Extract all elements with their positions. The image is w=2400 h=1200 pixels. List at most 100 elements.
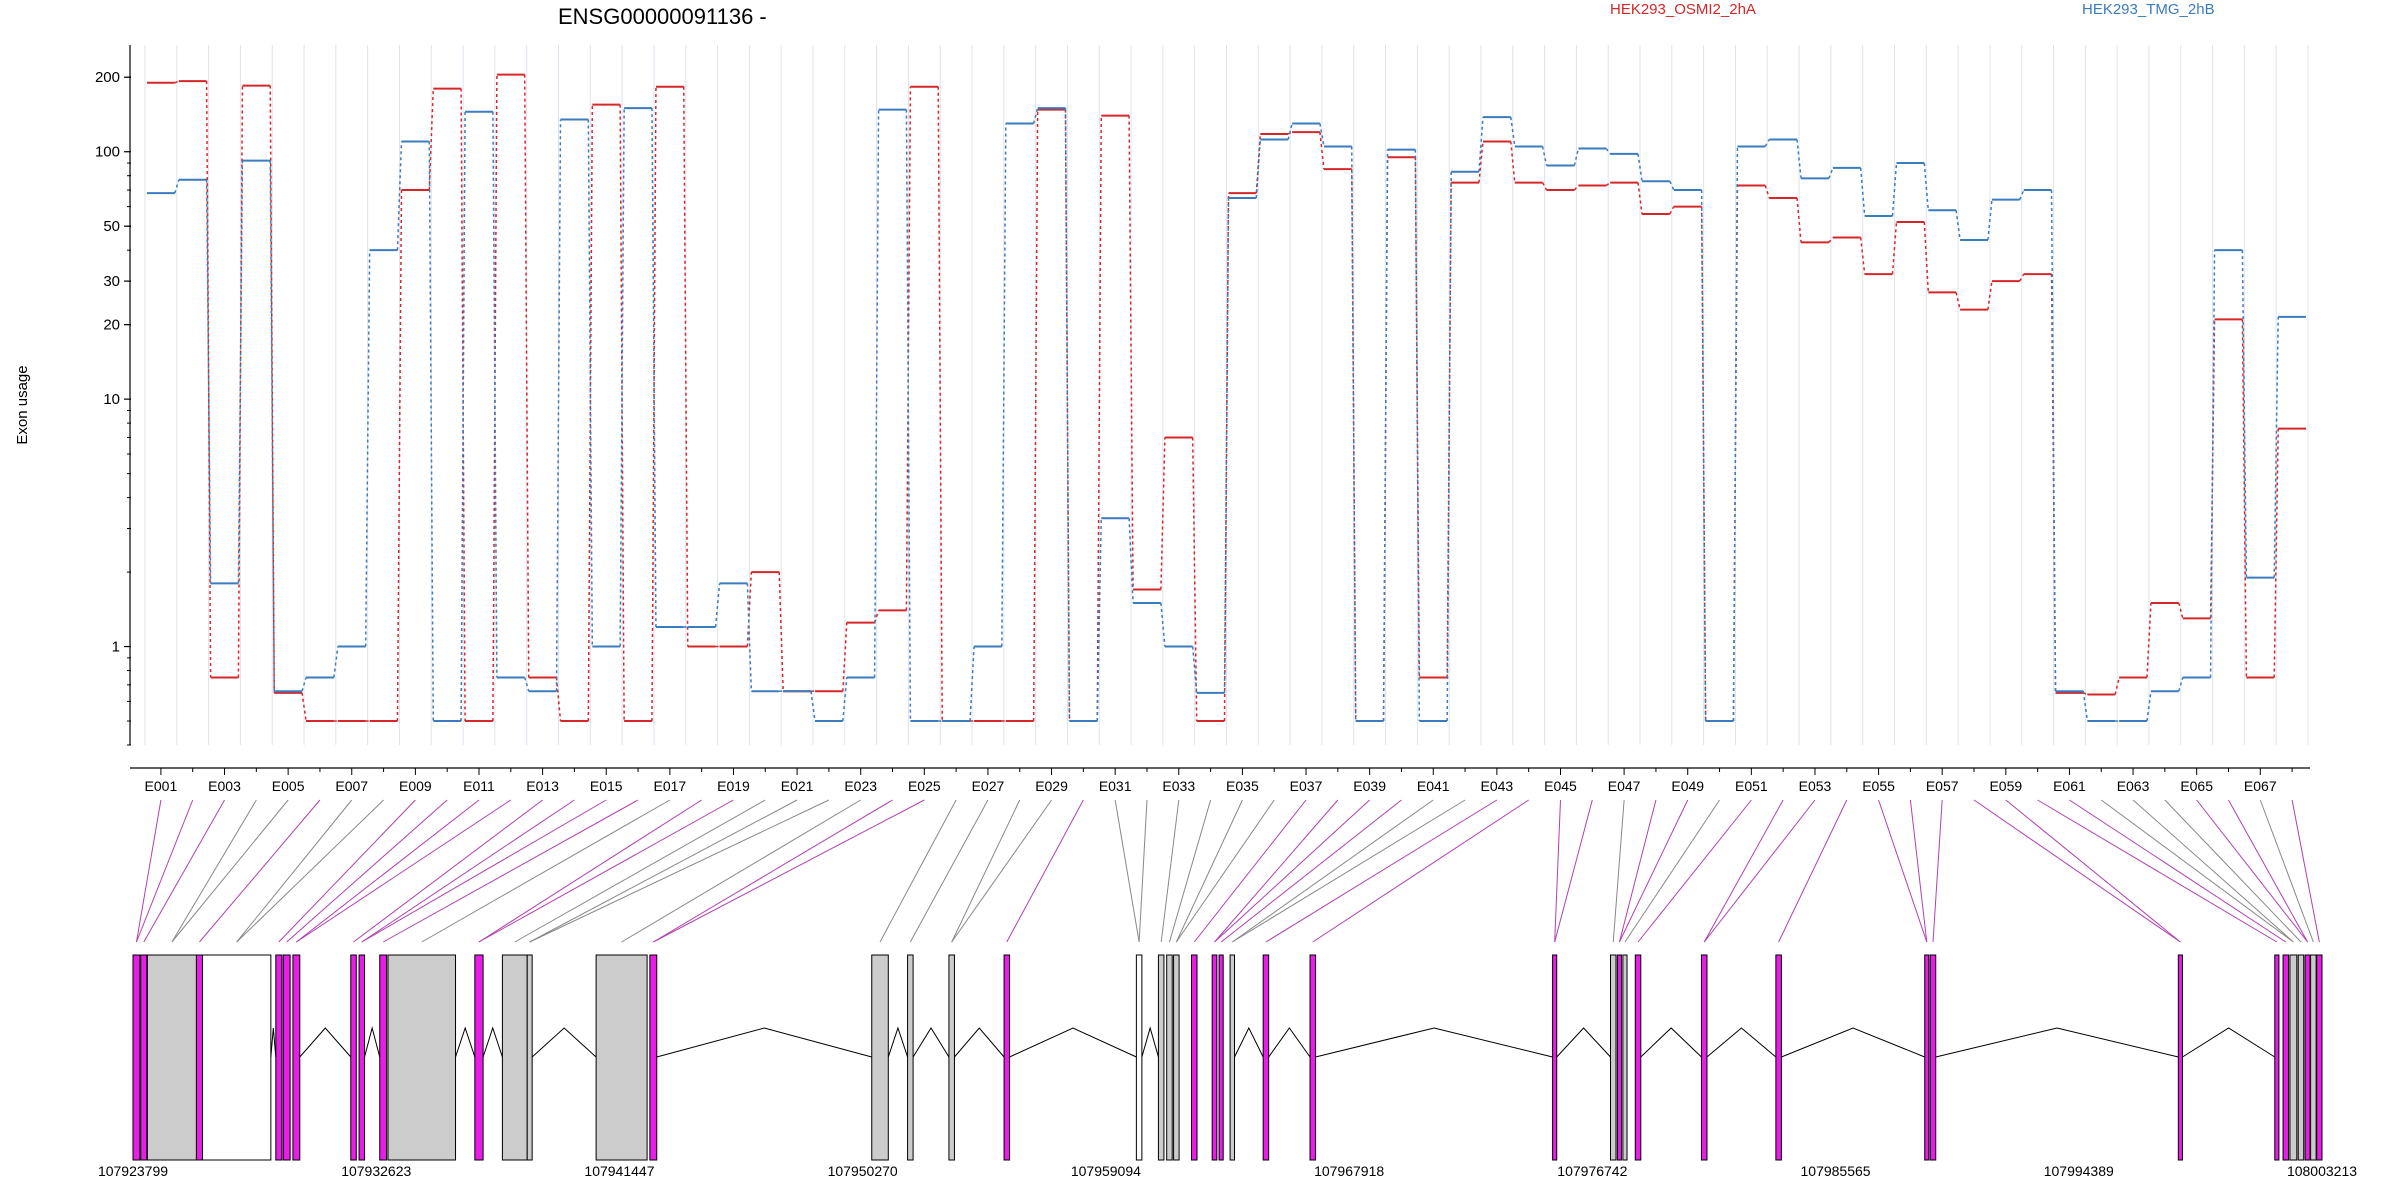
intron-line bbox=[1009, 1027, 1137, 1058]
exon-level-connector bbox=[619, 104, 625, 722]
exon-block bbox=[1622, 954, 1628, 1161]
exon-level-connector bbox=[1605, 182, 1611, 187]
intron-line bbox=[299, 1027, 352, 1058]
exon-level-connector bbox=[1859, 237, 1866, 275]
exon-block bbox=[595, 954, 648, 1161]
x-tick-label: E067 bbox=[2244, 778, 2277, 794]
exon-block bbox=[1157, 954, 1165, 1161]
exon-connector-line bbox=[1114, 799, 1140, 943]
exon-connector-line bbox=[1778, 799, 1848, 943]
exon-connector-line bbox=[296, 799, 512, 943]
exon-level-connector bbox=[1446, 171, 1452, 722]
exon-connector-line bbox=[909, 799, 989, 943]
exon-connector-line bbox=[286, 799, 448, 943]
exon-connector-line bbox=[382, 799, 639, 943]
exon-connector-line bbox=[199, 799, 321, 943]
exon-connector-line bbox=[1932, 799, 1943, 943]
x-tick-label: E043 bbox=[1481, 778, 1514, 794]
intron-line bbox=[1706, 1027, 1777, 1058]
exon-level-connector bbox=[1128, 518, 1134, 604]
exon-level-connector bbox=[1191, 646, 1198, 693]
exon-block bbox=[526, 954, 533, 1161]
exon-level-connector bbox=[1605, 148, 1611, 155]
x-tick-label: E039 bbox=[1353, 778, 1386, 794]
intron-line bbox=[455, 1026, 476, 1058]
exon-connector-line bbox=[236, 799, 353, 943]
y-ticks: 1 10 20 30 50 100 200 bbox=[95, 69, 131, 746]
exon-block bbox=[649, 954, 658, 1161]
exon-block bbox=[1003, 954, 1011, 1161]
exon-connector-line bbox=[2037, 799, 2278, 943]
legend-series-a: HEK293_OSMI2_2hA bbox=[1610, 1, 1756, 18]
exon-level-connector bbox=[2082, 691, 2089, 722]
x-tick-label: E029 bbox=[1035, 778, 1068, 794]
exon-level-connector bbox=[428, 141, 435, 722]
gene-model bbox=[132, 954, 2323, 1161]
exon-connector-line bbox=[2228, 799, 2309, 943]
exon-level-connector bbox=[1764, 185, 1770, 199]
exon-level-connector bbox=[2146, 602, 2152, 678]
genomic-coordinate-ticks: 107923799 107932623 107941447 107950270 1079… bbox=[98, 1163, 2357, 1179]
exon-connector-line bbox=[143, 799, 225, 943]
exon-level-connector bbox=[237, 85, 244, 678]
exon-block bbox=[1262, 954, 1270, 1161]
exon-connector-line bbox=[1006, 799, 1084, 943]
exon-connector-line bbox=[1175, 799, 1275, 943]
exon-block bbox=[1211, 954, 1218, 1161]
exon-block bbox=[1929, 954, 1937, 1161]
x-tick-label: E025 bbox=[908, 778, 941, 794]
exon-connector-line bbox=[1612, 799, 1625, 943]
exon-level-connector bbox=[269, 160, 275, 692]
exon-level-connector bbox=[1637, 153, 1643, 182]
intron-line bbox=[364, 1026, 381, 1058]
exon-level-connector bbox=[523, 677, 530, 692]
exon-connector-line bbox=[353, 799, 543, 943]
y-tick-label: 200 bbox=[95, 69, 120, 86]
x-tick-label: E007 bbox=[335, 778, 368, 794]
exon-connector-line bbox=[653, 799, 893, 943]
y-tick-label: 30 bbox=[103, 273, 120, 290]
exon-level-connector bbox=[1510, 141, 1516, 183]
chart-title: ENSG00000091136 - bbox=[558, 4, 767, 29]
exon-block bbox=[1634, 954, 1642, 1161]
exon-level-connector bbox=[1923, 162, 1930, 211]
exon-connector-line bbox=[2069, 799, 2287, 943]
exon-block bbox=[871, 954, 889, 1161]
exon-level-connector bbox=[1223, 193, 1230, 722]
y-tick-label: 10 bbox=[103, 391, 120, 408]
exon-connector-line bbox=[529, 799, 798, 943]
exon-block bbox=[474, 954, 484, 1161]
exon-block bbox=[387, 954, 457, 1161]
x-tick-label: E063 bbox=[2117, 778, 2150, 794]
exon-level-connector bbox=[2241, 250, 2248, 578]
exon-level-connector bbox=[2209, 250, 2216, 678]
exon-block bbox=[1191, 954, 1198, 1161]
exon-block bbox=[275, 954, 283, 1161]
exon-level-connector bbox=[1955, 292, 1961, 310]
genomic-coordinate-label: 107976742 bbox=[1557, 1163, 1627, 1179]
genomic-coordinate-label: 107985565 bbox=[1801, 1163, 1871, 1179]
x-tick-label: E009 bbox=[399, 778, 432, 794]
exon-level-connector bbox=[396, 141, 403, 251]
intron-line bbox=[2182, 1027, 2276, 1058]
x-tick-label: E051 bbox=[1735, 778, 1768, 794]
exon-level-connector bbox=[1160, 602, 1166, 647]
exon-connector-line bbox=[1312, 799, 1529, 943]
exon-level-connector bbox=[1955, 210, 1961, 241]
exon-level-connector bbox=[587, 119, 594, 647]
exon-connector-line bbox=[529, 799, 830, 943]
exon-connector-line bbox=[361, 799, 575, 943]
x-tick-label: E053 bbox=[1799, 778, 1832, 794]
x-tick-label: E055 bbox=[1862, 778, 1895, 794]
y-axis-label: Exon usage bbox=[14, 365, 31, 444]
exon-block bbox=[2289, 954, 2298, 1161]
exon-level-connector bbox=[555, 119, 562, 692]
exon-connector-line bbox=[1637, 799, 1752, 943]
exon-block bbox=[1135, 954, 1143, 1161]
exon-connector-line bbox=[296, 799, 480, 943]
x-tick-label: E005 bbox=[272, 778, 305, 794]
x-tick-label: E059 bbox=[1989, 778, 2022, 794]
x-tick-label: E041 bbox=[1417, 778, 1450, 794]
exon-connector-line bbox=[514, 799, 766, 943]
genomic-coordinate-label: 107923799 bbox=[98, 1163, 168, 1179]
